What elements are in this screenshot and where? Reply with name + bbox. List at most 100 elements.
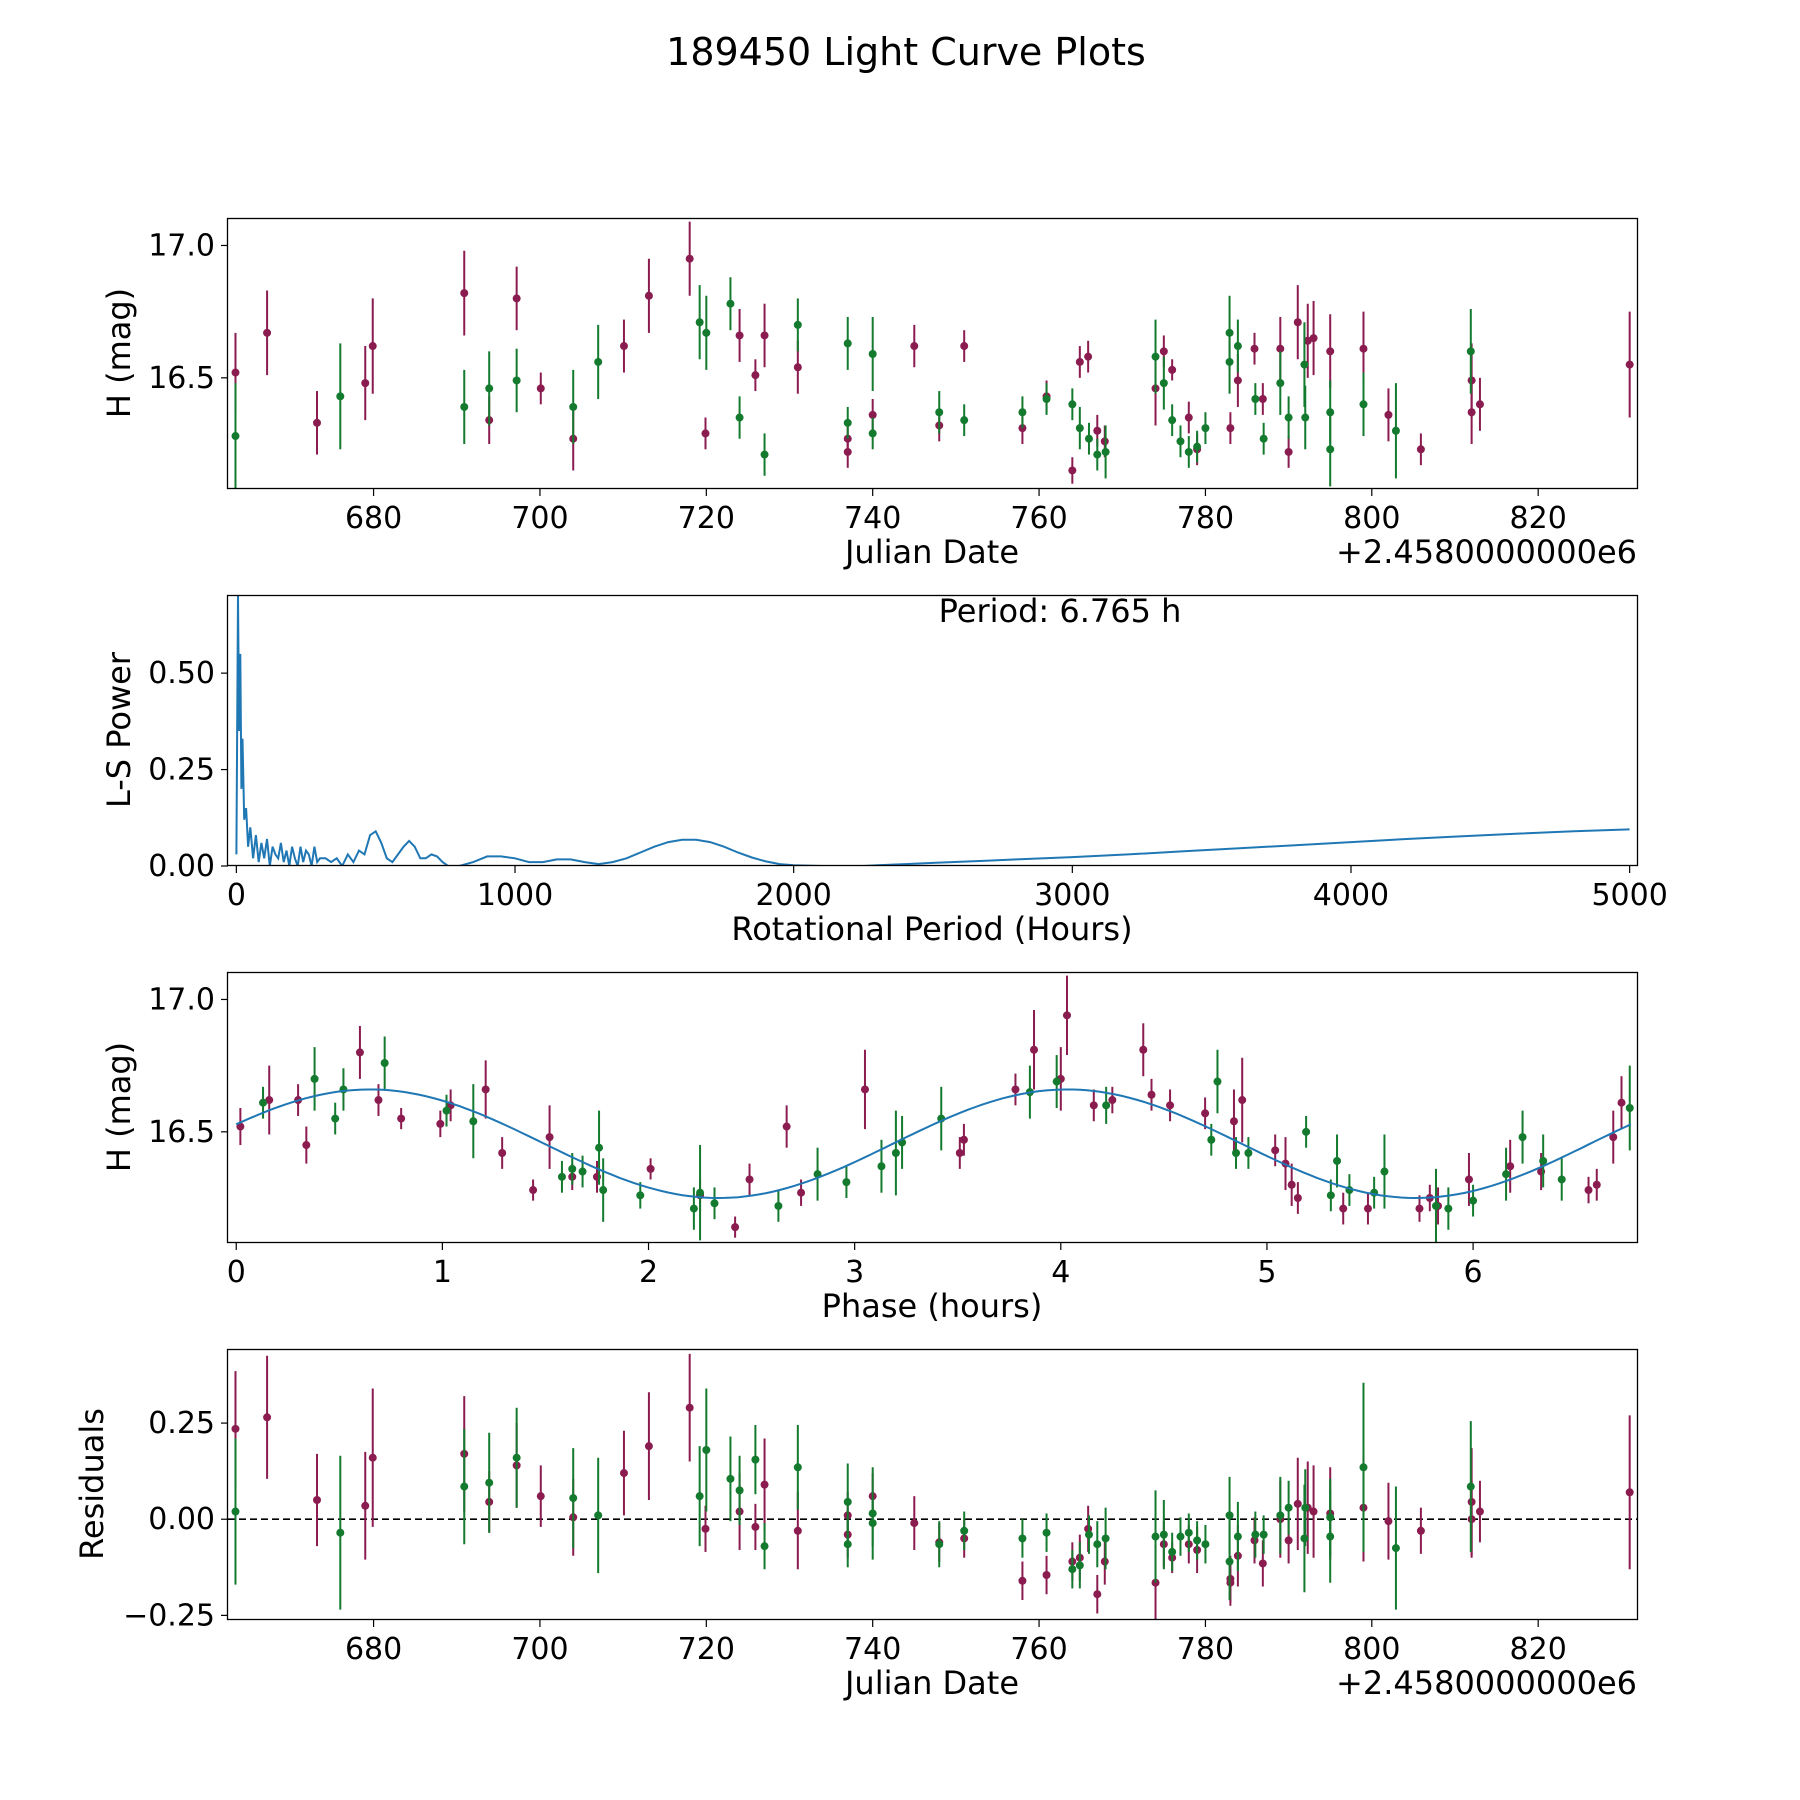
lightcurve-ytick-label: 16.5: [148, 361, 215, 396]
lightcurve-point: [263, 328, 272, 337]
phased-point: [1502, 1170, 1511, 1179]
lightcurve-point: [1359, 344, 1368, 353]
lightcurve-point: [1359, 400, 1368, 409]
lightcurve-point: [1293, 318, 1302, 327]
phased-point: [1011, 1085, 1020, 1094]
lightcurve-panel: 680 700 720 740 760 780 800 820 16.5 17.0 Julian…: [100, 217, 1639, 571]
phased-point: [1166, 1101, 1175, 1110]
lightcurve-xtick-label: 680: [345, 501, 402, 536]
phased-point: [1339, 1204, 1348, 1213]
lightcurve-point: [1093, 450, 1102, 459]
lightcurve-point: [1093, 426, 1102, 435]
residuals-point: [1416, 1526, 1425, 1535]
phased-point: [959, 1135, 968, 1144]
residuals-point: [1184, 1528, 1193, 1537]
lightcurve-point: [1384, 410, 1393, 419]
phased-ytick-label: 16.5: [148, 1115, 215, 1150]
phased-point: [710, 1199, 719, 1208]
residuals-point: [1301, 1503, 1310, 1512]
lightcurve-point: [1168, 365, 1177, 374]
lightcurve-point: [1251, 395, 1260, 403]
residuals-point: [313, 1496, 322, 1504]
periodogram-xtick-label: 2000: [755, 878, 831, 913]
lightcurve-point: [1193, 442, 1202, 451]
phased-point: [1052, 1077, 1061, 1086]
residuals-point: [1068, 1565, 1077, 1574]
residuals-point: [685, 1403, 694, 1412]
phased-point: [469, 1117, 478, 1126]
phased-point: [1102, 1101, 1111, 1110]
phased-point: [1415, 1204, 1424, 1213]
residuals-point: [1233, 1532, 1242, 1541]
residuals-point: [1284, 1536, 1293, 1545]
residuals-point: [1326, 1532, 1335, 1541]
lightcurve-plot-area: [231, 221, 1634, 489]
residuals-yticks: −0.25 0.00 0.25: [123, 1406, 228, 1633]
lightcurve-point: [695, 318, 704, 327]
lightcurve-point: [843, 339, 852, 348]
phased-point: [355, 1048, 364, 1057]
lightcurve-point: [701, 429, 710, 438]
residuals-point: [1018, 1576, 1027, 1585]
lightcurve-point: [1276, 344, 1285, 353]
phased-point: [1213, 1077, 1222, 1086]
lightcurve-point: [1176, 437, 1185, 446]
residuals-point: [1159, 1530, 1168, 1539]
phased-point: [782, 1122, 791, 1131]
periodogram-frame: [226, 594, 1639, 867]
lightcurve-point: [619, 342, 628, 351]
lightcurve-xtick-label: 740: [844, 501, 901, 536]
lightcurve-point: [231, 368, 240, 377]
lightcurve-frame: [226, 217, 1639, 490]
phased-point: [1539, 1156, 1548, 1165]
phased-point: [380, 1059, 389, 1067]
phased-ytick-label: 17.0: [148, 982, 215, 1017]
lightcurve-offset-label: +2.4580000000e6: [1336, 533, 1637, 571]
phased-point: [1557, 1175, 1566, 1184]
lightcurve-point: [1233, 342, 1242, 351]
lightcurve-point: [1250, 344, 1259, 353]
residuals-point: [1258, 1559, 1267, 1568]
lightcurve-point: [1467, 408, 1476, 417]
residuals-point: [485, 1478, 494, 1487]
lightcurve-ytick-label: 17.0: [148, 228, 215, 263]
phased-point: [481, 1085, 490, 1094]
phased-point: [331, 1114, 340, 1123]
lightcurve-point: [1201, 424, 1210, 433]
residuals-point: [594, 1511, 603, 1520]
lightcurve-point: [702, 328, 711, 337]
phased-point: [842, 1178, 851, 1187]
phased-point: [1609, 1133, 1618, 1142]
lightcurve-point: [1226, 424, 1235, 433]
lightcurve-point: [231, 432, 240, 441]
lightcurve-point: [1075, 357, 1084, 366]
phased-point: [302, 1141, 311, 1150]
lightcurve-xticks: 680 700 720 740 760 780 800 820: [345, 489, 1567, 536]
phased-point: [1592, 1180, 1601, 1189]
periodogram-xtick-label: 5000: [1591, 878, 1667, 913]
lightcurve-xtick-label: 820: [1510, 501, 1567, 536]
lightcurve-point: [368, 342, 377, 351]
phased-point: [265, 1096, 274, 1105]
lightcurve-ylabel: H (mag): [100, 288, 138, 418]
residuals-point: [695, 1492, 704, 1501]
residuals-point: [1093, 1590, 1102, 1599]
phased-panel: 0 1 2 3 4 5 6 16.5 17.0 Phase (hours) H (mag): [100, 971, 1639, 1325]
phased-point: [774, 1201, 783, 1210]
phased-point: [745, 1175, 754, 1184]
lightcurve-point: [1168, 416, 1177, 425]
lightcurve-point: [1084, 352, 1093, 361]
lightcurve-point: [512, 376, 521, 385]
periodogram-line: [235, 596, 1630, 866]
residuals-point: [760, 1480, 769, 1489]
residuals-point: [361, 1501, 370, 1510]
lightcurve-point: [1068, 400, 1077, 409]
lightcurve-point: [735, 413, 744, 422]
lightcurve-point: [1326, 347, 1335, 356]
phased-point: [955, 1149, 964, 1157]
lightcurve-point: [1301, 413, 1310, 422]
phased-point: [1584, 1186, 1593, 1195]
phased-xtick-label: 0: [227, 1255, 246, 1290]
residuals-ylabel: Residuals: [73, 1408, 111, 1560]
residuals-point: [751, 1522, 760, 1531]
